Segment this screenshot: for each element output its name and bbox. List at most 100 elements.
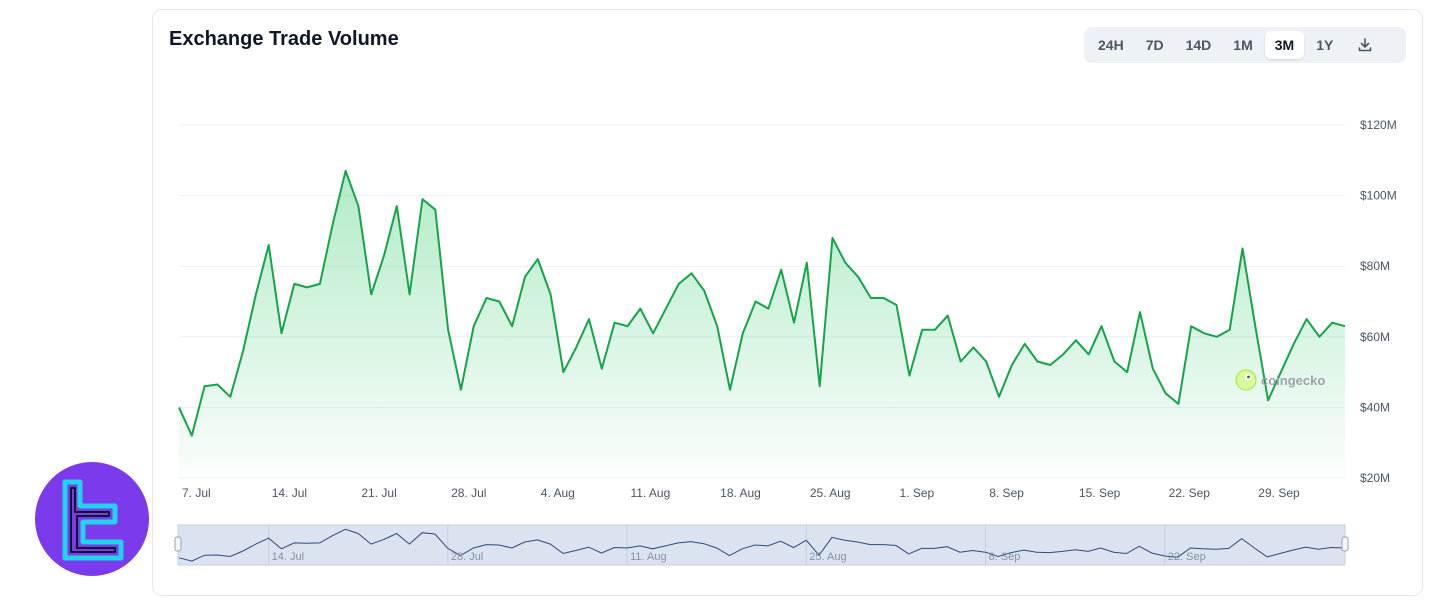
data-point [651, 331, 655, 335]
data-point [971, 345, 975, 349]
data-point [1240, 247, 1244, 251]
data-point [331, 222, 335, 226]
data-point [1164, 391, 1168, 395]
data-point [1215, 335, 1219, 339]
data-point [959, 360, 963, 364]
data-point [805, 261, 809, 265]
x-tick-label: 15. Sep [1079, 486, 1121, 500]
range-7d-button[interactable]: 7D [1145, 37, 1164, 53]
chart-title: Exchange Trade Volume [169, 28, 399, 50]
data-point [1202, 331, 1206, 335]
data-point [984, 360, 988, 364]
data-point [677, 282, 681, 286]
data-point [574, 345, 578, 349]
data-point [280, 331, 284, 335]
brand-logo [35, 462, 149, 576]
x-tick-label: 1. Sep [900, 486, 935, 500]
x-tick-label: 14. Jul [272, 486, 307, 500]
data-point [613, 321, 617, 325]
data-point [215, 382, 219, 386]
data-point [1061, 352, 1065, 356]
data-point [254, 292, 258, 296]
data-point [933, 328, 937, 332]
navigator-tick-label: 8. Sep [989, 551, 1021, 563]
data-point [830, 236, 834, 240]
data-point [869, 296, 873, 300]
data-point [587, 317, 591, 321]
x-tick-label: 11. Aug [630, 486, 670, 500]
x-tick-label: 4. Aug [541, 486, 575, 500]
y-tick-label: $100M [1360, 189, 1397, 203]
data-point [1048, 363, 1052, 367]
data-point [408, 292, 412, 296]
data-point [638, 307, 642, 311]
data-point [882, 296, 886, 300]
data-point [292, 282, 296, 286]
data-point [1023, 342, 1027, 346]
x-tick-label: 21. Jul [361, 486, 396, 500]
x-tick-label: 22. Sep [1169, 486, 1211, 500]
navigator-right-handle[interactable] [1341, 536, 1349, 552]
data-point [715, 324, 719, 328]
navigator-left-handle[interactable] [174, 536, 182, 552]
data-point [754, 300, 758, 304]
data-point [895, 303, 899, 307]
navigator-tick-label: 28. Jul [451, 551, 483, 563]
data-point [728, 388, 732, 392]
data-point [1292, 342, 1296, 346]
data-point [664, 307, 668, 311]
data-point [1138, 310, 1142, 314]
data-point [446, 328, 450, 332]
x-axis: 7. Jul 14. Jul 21. Jul 28. Jul 4. Aug 11. Aug… [182, 486, 1300, 500]
data-point [420, 197, 424, 201]
data-point [485, 296, 489, 300]
data-point [907, 374, 911, 378]
range-24h-button[interactable]: 24H [1098, 37, 1124, 53]
data-point [818, 384, 822, 388]
data-point [997, 395, 1001, 399]
range-navigator[interactable]: 14. Jul 28. Jul 11. Aug 25. Aug 8. Sep 22. Se… [174, 524, 1349, 566]
data-point [344, 169, 348, 173]
data-point [1074, 338, 1078, 342]
data-point [433, 208, 437, 212]
data-point [305, 285, 309, 289]
data-point [946, 314, 950, 318]
data-point [1189, 324, 1193, 328]
download-icon [1359, 38, 1372, 52]
volume-area [179, 170, 1345, 478]
data-point [523, 275, 527, 279]
navigator-axis: 14. Jul 28. Jul 11. Aug 25. Aug 8. Sep 22. Se… [272, 551, 1206, 563]
data-point [561, 370, 565, 374]
data-point [267, 243, 271, 247]
brand-logo-icon [62, 479, 124, 561]
range-1y-button[interactable]: 1Y [1316, 37, 1334, 53]
range-14d-button[interactable]: 14D [1185, 37, 1212, 53]
data-point [395, 204, 399, 208]
data-point [497, 300, 501, 304]
watermark-text: coingecko [1261, 372, 1326, 388]
data-point [459, 388, 463, 392]
data-point [1266, 398, 1270, 402]
data-point [549, 292, 553, 296]
data-point [600, 367, 604, 371]
range-1m-button[interactable]: 1M [1233, 37, 1253, 53]
data-point [1125, 370, 1129, 374]
data-point [382, 254, 386, 258]
data-point [356, 204, 360, 208]
time-range-selector: 24H 7D 14D 1M 3M 1Y [1084, 27, 1406, 63]
data-point [843, 261, 847, 265]
coingecko-logo-icon [1235, 369, 1257, 391]
coingecko-watermark: coingecko [1235, 369, 1325, 391]
data-point [1100, 324, 1104, 328]
x-tick-label: 25. Aug [810, 486, 851, 500]
data-point [318, 282, 322, 286]
y-tick-label: $20M [1360, 471, 1390, 485]
download-button[interactable] [1349, 31, 1381, 59]
navigator-tick-label: 11. Aug [630, 551, 667, 563]
range-3m-button[interactable]: 3M [1264, 31, 1305, 59]
data-point [1087, 352, 1091, 356]
data-point [177, 405, 181, 409]
data-point [625, 324, 629, 328]
navigator-tick-label: 25. Aug [809, 551, 846, 563]
